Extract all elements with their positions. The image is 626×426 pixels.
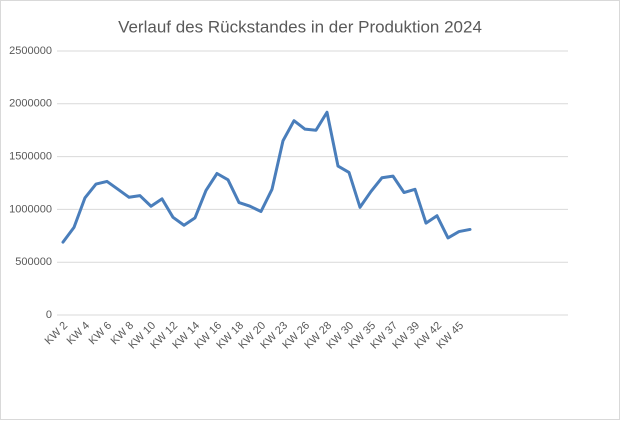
line-series (61, 110, 472, 244)
y-tick-label: 500000 (15, 256, 52, 268)
y-tick-label: 1000000 (9, 203, 52, 215)
chart-title: Verlauf des Rückstandes in der Produktio… (118, 17, 482, 36)
chart-border (0, 0, 620, 420)
y-tick-label: 1500000 (9, 151, 52, 163)
y-tick-label: 0 (46, 309, 52, 321)
y-tick-label: 2000000 (9, 98, 52, 110)
y-tick-label: 2500000 (9, 45, 52, 57)
